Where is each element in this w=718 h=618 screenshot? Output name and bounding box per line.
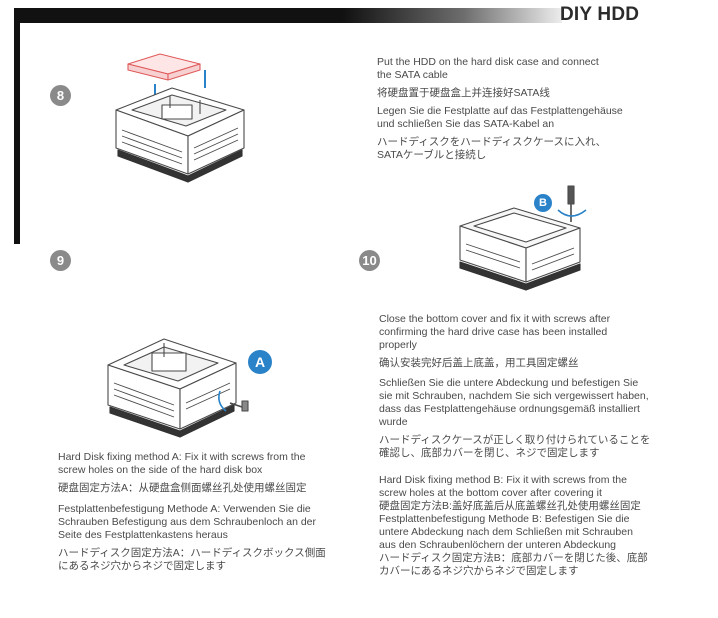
step10-methodb-de-line3: aus den Schraubenlöchern der unteren Abd… — [379, 539, 617, 551]
step10-illustration — [459, 185, 587, 291]
step8-ja-line1: ハードディスクをハードディスクケースに入れ、 — [377, 136, 607, 148]
step10-instructions: Close the bottom cover and fix it with s… — [379, 313, 650, 578]
step9-illustration — [107, 338, 249, 438]
step10-methodb-ja-line2: カバーにあるネジ穴からネジで固定します — [379, 565, 579, 577]
step10-en-line3: properly — [379, 339, 417, 351]
step10-methodb-en-line2: screw holes at the bottom cover after co… — [379, 487, 602, 499]
page-title: DIY HDD — [560, 4, 640, 25]
step10-de-line4: wurde — [379, 416, 408, 428]
section-side-bar — [14, 8, 20, 244]
step10-en-line1: Close the bottom cover and fix it with s… — [379, 313, 611, 325]
method-a-badge: A — [248, 350, 272, 374]
step8-en-line1: Put the HDD on the hard disk case and co… — [377, 56, 599, 68]
step10-methodb-de-line1: Festplattenbefestigung Methode B: Befest… — [379, 513, 630, 525]
step9-en-line2: screw holes on the side of the hard disk… — [58, 464, 263, 476]
step9-zh-line: 硬盘固定方法A：从硬盘盒侧面螺丝孔处使用螺丝固定 — [58, 482, 307, 494]
step10-ja-line2: 確認し、底部カバーを閉じ、ネジで固定します — [379, 447, 600, 459]
step9-instructions: Hard Disk fixing method A: Fix it with s… — [58, 451, 326, 578]
step10-methodb-zh-line: 硬盘固定方法B:盖好底盖后从底盖螺丝孔处使用螺丝固定 — [379, 500, 641, 512]
step10-ja-line1: ハードディスクケースが正しく取り付けられていることを — [379, 434, 651, 446]
method-b-badge: B — [534, 194, 552, 212]
step9-ja-line2: にあるネジ穴からネジで固定します — [58, 560, 226, 572]
step10-en-line2: confirming the hard drive case has been … — [379, 326, 608, 338]
step9-ja-line1: ハードディスク固定方法A：ハードディスクボックス側面 — [58, 547, 326, 559]
step8-en-line2: the SATA cable — [377, 69, 448, 81]
step9-de-line1: Festplattenbefestigung Methode A: Verwen… — [58, 503, 311, 515]
step10-de-line1: Schließen Sie die untere Abdeckung und b… — [379, 377, 639, 389]
step8-de-line1: Legen Sie die Festplatte auf das Festpla… — [377, 105, 623, 117]
step-number-10: 10 — [359, 250, 380, 271]
header-bar — [14, 8, 562, 23]
step10-de-line2: sie mit Schrauben, nachdem Sie sich verg… — [379, 390, 649, 402]
step8-illustration — [115, 53, 245, 183]
step-number-8: 8 — [50, 85, 71, 106]
step8-de-line2: und schließen Sie das SATA-Kabel an — [377, 118, 555, 130]
step10-methodb-ja-line1: ハードディスク固定方法B：底部カバーを閉じた後、底部 — [379, 552, 648, 564]
step9-de-line2: Schrauben Befestigung aus dem Schraubenl… — [58, 516, 317, 528]
step9-de-line3: Seite des Festplattenkastens heraus — [58, 529, 228, 541]
step8-zh-line: 将硬盘置于硬盘盒上并连接好SATA线 — [377, 87, 550, 99]
step-number-9: 9 — [50, 250, 71, 271]
step10-methodb-de-line2: untere Abdeckung nach dem Schließen mit … — [379, 526, 633, 538]
step10-methodb-en-line1: Hard Disk fixing method B: Fix it with s… — [379, 474, 627, 486]
step8-instructions: Put the HDD on the hard disk case and co… — [377, 56, 623, 167]
step8-ja-line2: SATAケーブルと接続し — [377, 149, 487, 161]
step10-de-line3: dass das Festplattengehäuse ordnungsgemä… — [379, 403, 640, 415]
step9-en-line1: Hard Disk fixing method A: Fix it with s… — [58, 451, 306, 463]
step10-zh-line: 确认安装完好后盖上底盖，用工具固定螺丝 — [379, 357, 579, 369]
